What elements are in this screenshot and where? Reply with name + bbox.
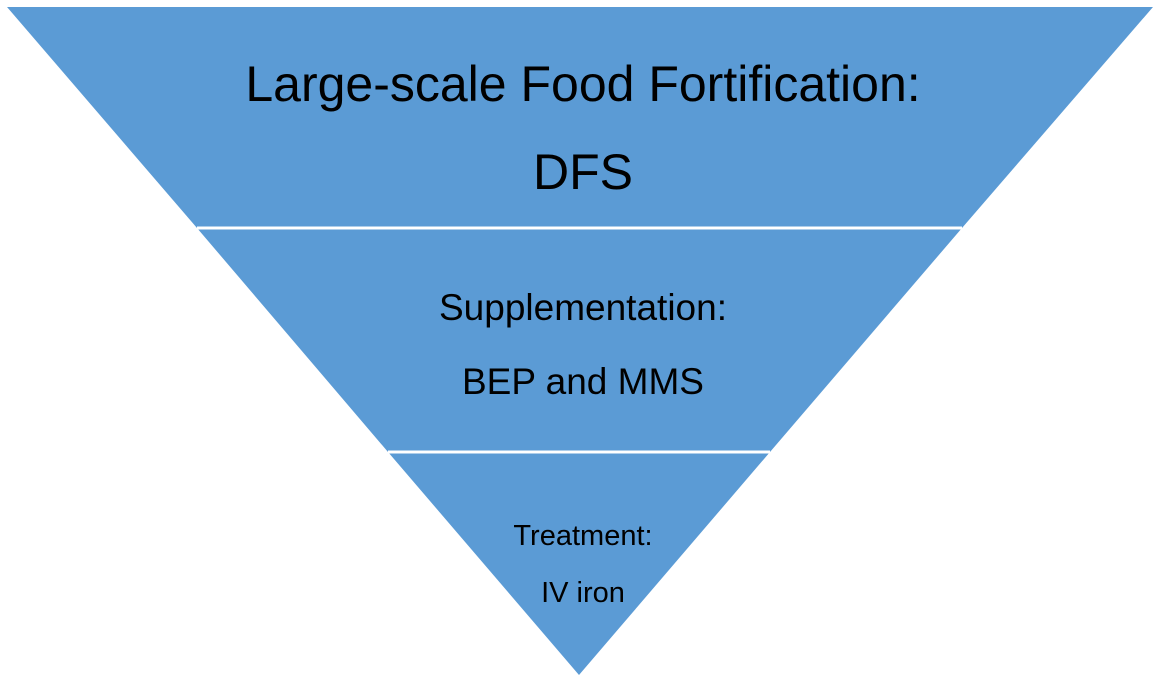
tier-top-label: Large-scale Food Fortification: DFS xyxy=(0,40,1166,216)
tier-bottom-subtitle: IV iron xyxy=(541,577,625,609)
tier-middle-subtitle: BEP and MMS xyxy=(462,361,704,402)
tier-top-title: Large-scale Food Fortification: xyxy=(245,56,921,112)
tier-middle-label: Supplementation: BEP and MMS xyxy=(0,271,1166,419)
pyramid-tier-bottom xyxy=(388,452,770,675)
tier-bottom-label: Treatment: IV iron xyxy=(0,508,1166,622)
tier-middle-title: Supplementation: xyxy=(439,287,727,328)
pyramid-tier-top xyxy=(7,7,1153,228)
tier-bottom-title: Treatment: xyxy=(513,520,653,552)
pyramid-tier-middle xyxy=(197,228,962,452)
tier-top-subtitle: DFS xyxy=(533,144,633,200)
